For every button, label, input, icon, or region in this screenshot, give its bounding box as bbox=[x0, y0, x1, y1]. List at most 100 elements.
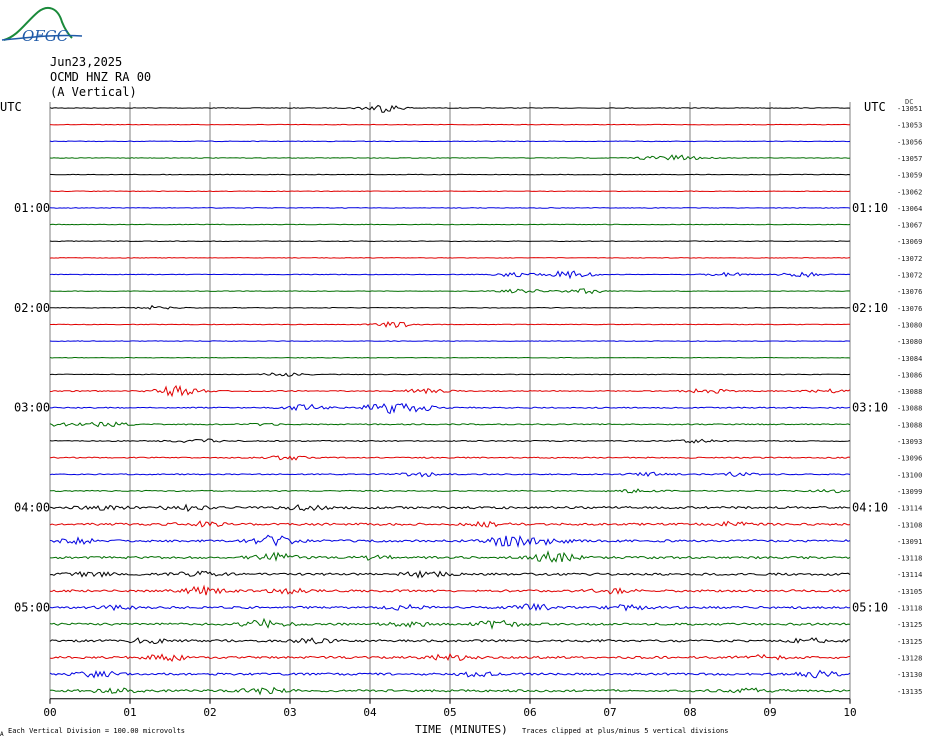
x-tick-label: 06 bbox=[523, 706, 536, 719]
seismic-trace bbox=[50, 321, 851, 329]
clip-note: Traces clipped at plus/minus 5 vertical … bbox=[522, 727, 729, 735]
trace-dc-offset: -13051 bbox=[897, 105, 922, 113]
trace-dc-offset: -13062 bbox=[897, 188, 922, 196]
seismic-trace bbox=[49, 503, 851, 513]
seismic-trace bbox=[49, 288, 851, 295]
right-time-label: 02:10 bbox=[852, 301, 888, 315]
trace-dc-offset: -13093 bbox=[897, 438, 922, 446]
trace-dc-offset: -13091 bbox=[897, 538, 922, 546]
seismic-trace bbox=[49, 534, 851, 548]
seismic-trace bbox=[49, 669, 851, 679]
seismic-trace bbox=[49, 617, 851, 630]
left-time-label: 05:00 bbox=[14, 601, 50, 615]
right-time-label: 04:10 bbox=[852, 501, 888, 515]
trace-dc-offset: -13057 bbox=[897, 155, 922, 163]
trace-dc-offset: -13128 bbox=[897, 654, 922, 662]
trace-dc-offset: -13118 bbox=[897, 555, 922, 563]
trace-dc-offset: -13108 bbox=[897, 521, 922, 529]
seismic-trace bbox=[49, 471, 851, 478]
trace-dc-offset: -13056 bbox=[897, 138, 922, 146]
trace-dc-offset: -13100 bbox=[897, 471, 922, 479]
left-timezone-label: UTC bbox=[0, 100, 22, 114]
seismic-trace bbox=[49, 569, 851, 579]
seismic-trace bbox=[49, 173, 851, 176]
seismic-trace bbox=[49, 257, 851, 259]
seismic-trace bbox=[49, 140, 851, 143]
trace-dc-offset: -13088 bbox=[897, 405, 922, 413]
plot-grid bbox=[49, 102, 851, 704]
trace-dc-offset: -13105 bbox=[897, 588, 922, 596]
seismic-trace bbox=[49, 686, 851, 696]
trace-dc-offset: -13125 bbox=[897, 638, 922, 646]
seismic-trace bbox=[49, 372, 851, 377]
seismic-trace bbox=[49, 384, 851, 398]
seismic-trace bbox=[49, 154, 851, 161]
left-time-label: 04:00 bbox=[14, 501, 50, 515]
seismic-trace bbox=[49, 104, 851, 113]
seismic-trace bbox=[49, 207, 851, 209]
x-tick-label: 01 bbox=[123, 706, 136, 719]
seismic-trace bbox=[49, 602, 851, 612]
seismic-trace bbox=[49, 123, 850, 126]
left-time-label: 02:00 bbox=[14, 301, 50, 315]
seismic-trace bbox=[49, 240, 851, 243]
trace-dc-offset: -13072 bbox=[897, 272, 922, 280]
trace-dc-offset: -13114 bbox=[897, 505, 922, 513]
header-component: (A Vertical) bbox=[50, 85, 137, 99]
trace-dc-offset: -13072 bbox=[897, 255, 922, 263]
x-tick-label: 03 bbox=[283, 706, 296, 719]
seismic-trace bbox=[50, 550, 851, 563]
trace-dc-offset: -13088 bbox=[897, 388, 922, 396]
trace-dc-offset: -13053 bbox=[897, 122, 922, 130]
x-tick-label: 09 bbox=[763, 706, 776, 719]
header-station: OCMD HNZ RA 00 bbox=[50, 70, 151, 84]
right-time-label: 01:10 bbox=[852, 201, 888, 215]
left-time-label: 03:00 bbox=[14, 401, 50, 415]
trace-dc-offset: -13114 bbox=[897, 571, 922, 579]
x-tick-label: 08 bbox=[683, 706, 696, 719]
logo-text: OFGC bbox=[22, 27, 69, 45]
trace-dc-offset: -13125 bbox=[897, 621, 922, 629]
x-axis-title: TIME (MINUTES) bbox=[415, 723, 508, 736]
trace-dc-offset: -13086 bbox=[897, 371, 922, 379]
trace-group bbox=[49, 104, 851, 696]
trace-dc-offset: -13067 bbox=[897, 222, 922, 230]
trace-dc-offset: -13130 bbox=[897, 671, 922, 679]
trace-dc-offset: -13064 bbox=[897, 205, 922, 213]
seismic-trace bbox=[49, 270, 851, 280]
trace-dc-offset: -13076 bbox=[897, 305, 922, 313]
scale-note: Each Vertical Division = 100.00 microvol… bbox=[8, 727, 185, 735]
x-tick-label: 07 bbox=[603, 706, 616, 719]
seismic-trace bbox=[49, 223, 851, 226]
seismic-trace bbox=[49, 652, 851, 663]
footer-mark: A bbox=[0, 731, 4, 738]
seismic-trace bbox=[49, 190, 851, 193]
right-timezone-label: UTC bbox=[864, 100, 886, 114]
header-date: Jun23,2025 bbox=[50, 55, 122, 69]
seismic-trace bbox=[49, 421, 851, 428]
x-tick-label: 10 bbox=[843, 706, 856, 719]
seismic-trace bbox=[49, 356, 851, 359]
ofgc-logo: OFGC bbox=[1, 6, 83, 45]
seismic-trace bbox=[50, 488, 851, 494]
trace-dc-offset: -13084 bbox=[897, 355, 922, 363]
trace-dc-offset: -13069 bbox=[897, 238, 922, 246]
seismic-trace bbox=[50, 304, 851, 310]
right-time-label: 03:10 bbox=[852, 401, 888, 415]
right-time-label: 05:10 bbox=[852, 601, 888, 615]
left-time-label: 01:00 bbox=[14, 201, 50, 215]
trace-dc-offset: -13096 bbox=[897, 455, 922, 463]
seismic-trace bbox=[49, 455, 851, 461]
trace-dc-offset: -13088 bbox=[897, 421, 922, 429]
seismic-trace bbox=[49, 340, 851, 342]
trace-dc-offset: -13059 bbox=[897, 172, 922, 180]
trace-dc-offset: -13135 bbox=[897, 688, 922, 696]
trace-dc-offset: -13080 bbox=[897, 338, 922, 346]
trace-dc-offset: -13099 bbox=[897, 488, 922, 496]
trace-dc-offset: -13076 bbox=[897, 288, 922, 296]
x-tick-label: 00 bbox=[43, 706, 56, 719]
label-group: 00 01 02 03 04 05 06 07 08 09 10 -13051 -13053 -13056… bbox=[14, 105, 922, 719]
seismic-trace bbox=[50, 403, 851, 415]
seismic-trace bbox=[49, 438, 851, 444]
